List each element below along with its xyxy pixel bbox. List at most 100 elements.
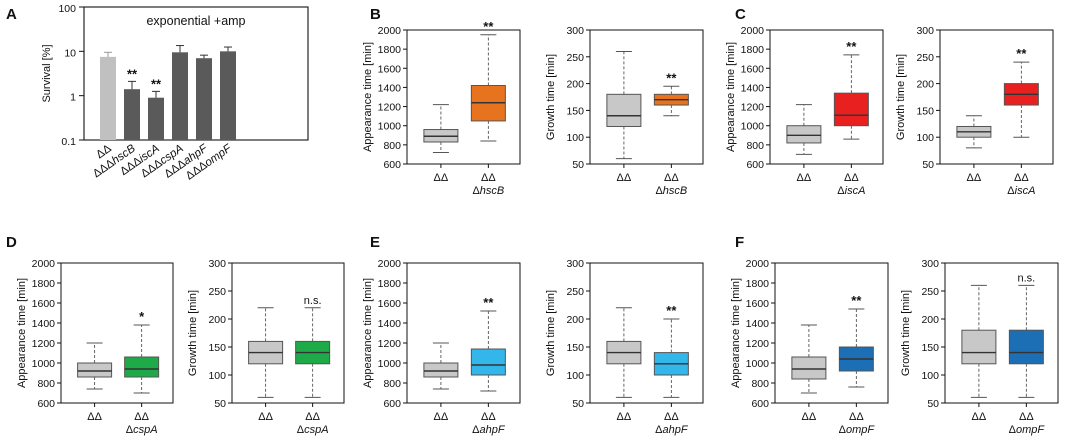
category-label: ΔΔ bbox=[664, 411, 679, 423]
y-tick-label: 1200 bbox=[746, 338, 770, 350]
significance-label: ** bbox=[127, 66, 138, 81]
y-tick-label: 300 bbox=[566, 25, 584, 37]
y-axis-label: Growth time [min] bbox=[900, 290, 912, 376]
box bbox=[423, 362, 459, 378]
y-tick-label: 1800 bbox=[32, 278, 56, 290]
y-tick-label: 2000 bbox=[378, 258, 402, 270]
box bbox=[961, 329, 997, 365]
y-tick-label: 1000 bbox=[32, 358, 56, 370]
panel-letter-c: C bbox=[735, 6, 746, 23]
y-tick-label: 200 bbox=[916, 79, 934, 91]
significance-label: ** bbox=[1016, 46, 1027, 61]
y-tick-label: 1800 bbox=[378, 44, 402, 56]
bar bbox=[220, 51, 236, 141]
y-tick-label: 250 bbox=[566, 52, 584, 64]
y-axis-label: Growth time [min] bbox=[187, 290, 199, 376]
y-tick-label: 250 bbox=[921, 286, 939, 298]
y-tick-label: 800 bbox=[383, 140, 401, 152]
box bbox=[124, 356, 160, 378]
bar bbox=[196, 58, 212, 140]
y-tick-label: 1600 bbox=[746, 298, 770, 310]
box bbox=[1008, 329, 1044, 365]
category-sublabel: ΔompF bbox=[1009, 424, 1046, 436]
category-label: ΔΔ bbox=[87, 411, 102, 423]
y-axis-label: Appearance time [min] bbox=[362, 42, 374, 152]
y-tick-label: 150 bbox=[208, 342, 226, 354]
y-tick-label: 1200 bbox=[741, 102, 765, 114]
plot-frame bbox=[939, 29, 1054, 165]
y-tick-label: 600 bbox=[746, 159, 764, 171]
bar bbox=[100, 56, 116, 140]
y-tick-label: 100 bbox=[566, 370, 584, 382]
category-sublabel: ΔcspA bbox=[297, 424, 329, 436]
y-tick-label: 1000 bbox=[741, 121, 765, 133]
y-tick-label: 600 bbox=[383, 159, 401, 171]
y-tick-label: 1600 bbox=[32, 298, 56, 310]
y-tick-label: 300 bbox=[566, 258, 584, 270]
y-tick-label: 600 bbox=[751, 398, 769, 410]
significance-label: ** bbox=[666, 303, 677, 318]
category-label: ΔΔ bbox=[844, 172, 859, 184]
category-label: ΔΔ bbox=[434, 172, 449, 184]
y-tick-label: 1600 bbox=[378, 63, 402, 75]
y-tick-label: 1000 bbox=[378, 358, 402, 370]
y-tick-label: 50 bbox=[572, 159, 584, 171]
y-tick-label: 150 bbox=[921, 342, 939, 354]
y-tick-label: 2000 bbox=[741, 25, 765, 37]
y-tick-label: 100 bbox=[208, 370, 226, 382]
plot-frame bbox=[589, 262, 704, 404]
panel-letter-b: B bbox=[370, 6, 381, 23]
category-sublabel: ΔiscA bbox=[837, 185, 865, 197]
panel-b: B 600 800 1000 1200 1400 1600 1800 2000 Appearanc… bbox=[362, 6, 704, 197]
y-tick-label: 1800 bbox=[741, 44, 765, 56]
category-label: ΔΔ bbox=[481, 172, 496, 184]
bar bbox=[124, 89, 140, 140]
box bbox=[791, 356, 827, 380]
panel-letter-a: A bbox=[6, 6, 17, 23]
panel-c: C 600 800 1000 1200 1400 1600 1800 2000 Appearanc… bbox=[725, 6, 1054, 197]
category-label: ΔΔ bbox=[481, 411, 496, 423]
category-sublabel: ΔahpF bbox=[655, 424, 689, 436]
y-tick-label: 1400 bbox=[32, 318, 56, 330]
panel-e: E 600 800 1000 1200 1400 1600 1800 2000 Appearanc… bbox=[362, 234, 704, 436]
y-tick-label: 800 bbox=[383, 378, 401, 390]
y-tick-label: 250 bbox=[208, 286, 226, 298]
y-axis-label: Growth time [min] bbox=[895, 54, 907, 140]
box bbox=[77, 362, 113, 378]
y-axis-label: Appearance time [min] bbox=[362, 278, 374, 388]
category-sublabel: ΔahpF bbox=[472, 424, 506, 436]
plot-frame bbox=[589, 29, 704, 165]
y-tick-label: 50 bbox=[922, 159, 934, 171]
category-label: ΔΔ bbox=[664, 172, 679, 184]
y-tick-label: 100 bbox=[58, 3, 76, 15]
category-label: ΔΔ bbox=[802, 411, 817, 423]
y-tick-label: 150 bbox=[566, 342, 584, 354]
significance-label: ** bbox=[483, 19, 494, 34]
y-tick-label: 300 bbox=[921, 258, 939, 270]
bar bbox=[148, 97, 164, 140]
y-tick-label: 1000 bbox=[746, 358, 770, 370]
category-sublabel: ΔiscA bbox=[1007, 185, 1035, 197]
y-tick-label: 0.1 bbox=[61, 136, 76, 148]
y-tick-label: 150 bbox=[566, 105, 584, 117]
y-tick-label: 1400 bbox=[741, 82, 765, 94]
y-tick-label: 300 bbox=[916, 25, 934, 37]
y-axis-label: Appearance time [min] bbox=[725, 42, 737, 152]
box bbox=[833, 92, 869, 127]
y-axis-label: Appearance time [min] bbox=[730, 278, 742, 388]
category-label: ΔΔ bbox=[849, 411, 864, 423]
category-label: ΔΔ bbox=[617, 411, 632, 423]
y-tick-label: 1200 bbox=[378, 102, 402, 114]
significance-label: ** bbox=[846, 39, 857, 54]
significance-label: ** bbox=[151, 76, 162, 91]
panel-letter-e: E bbox=[370, 234, 380, 251]
y-axis-label: Growth time [min] bbox=[545, 54, 557, 140]
y-tick-label: 2000 bbox=[746, 258, 770, 270]
significance-label: n.s. bbox=[1017, 272, 1035, 284]
category-label: ΔΔ bbox=[134, 411, 149, 423]
category-sublabel: ΔompF bbox=[839, 424, 876, 436]
bar bbox=[172, 52, 188, 140]
category-label: ΔΔ bbox=[967, 172, 982, 184]
